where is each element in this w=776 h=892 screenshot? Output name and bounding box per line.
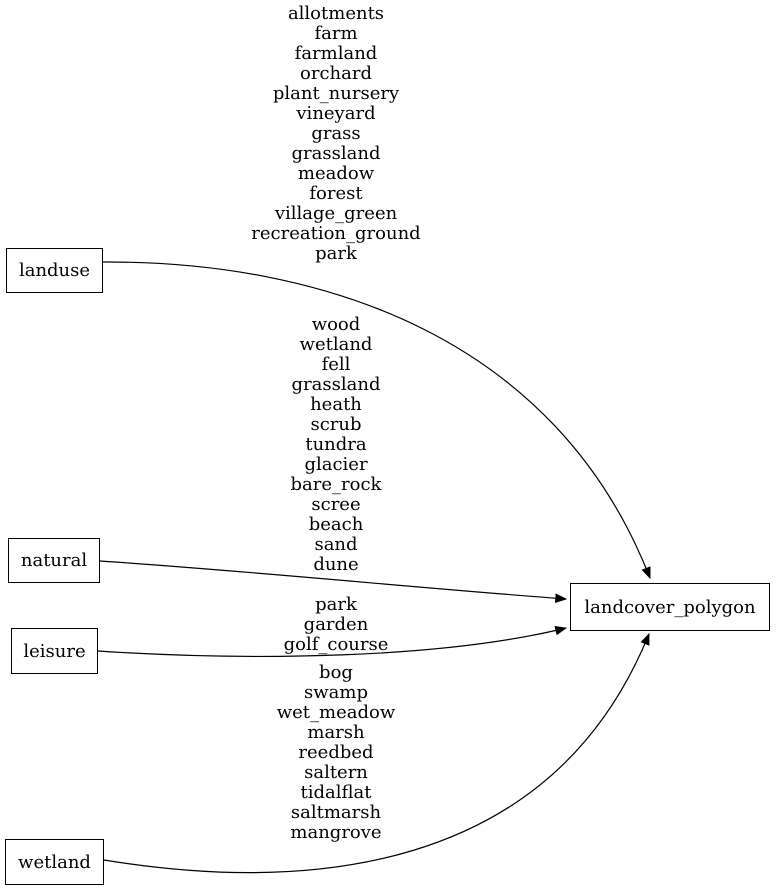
node-wetland: wetland (5, 839, 104, 885)
node-landuse: landuse (6, 248, 103, 293)
node-natural: natural (8, 538, 100, 583)
edge-wetland-to-landcover-polygon (103, 632, 650, 874)
edge-leisure-to-landcover-polygon (97, 625, 568, 657)
edge-label-landuse-values: allotments farm farmland orchard plant_n… (251, 3, 421, 264)
edge-label-leisure-values: park garden golf_course (283, 594, 389, 655)
edge-label-wetland-values: bog swamp wet_meadow marsh reedbed salte… (276, 662, 396, 843)
edge-label-natural-values: wood wetland fell grassland heath scrub … (290, 314, 382, 575)
node-landcover-polygon: landcover_polygon (570, 583, 770, 631)
edge-natural-to-landcover-polygon (99, 560, 568, 603)
edge-landuse-to-landcover-polygon (102, 261, 651, 580)
node-leisure: leisure (11, 628, 98, 674)
